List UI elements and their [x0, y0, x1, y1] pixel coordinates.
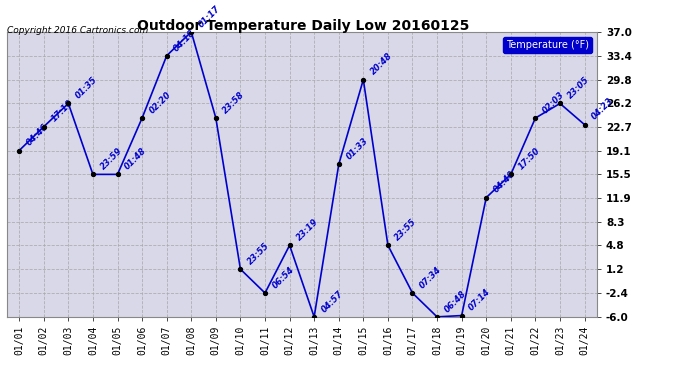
Text: 23:19: 23:19: [295, 217, 321, 243]
Point: [382, 242, 393, 248]
Text: 06:54: 06:54: [270, 265, 296, 290]
Text: 23:59: 23:59: [99, 146, 124, 172]
Point: [333, 161, 344, 167]
Point: [481, 195, 492, 201]
Text: 04:46: 04:46: [25, 122, 50, 148]
Text: 01:17: 01:17: [197, 4, 222, 29]
Text: Copyright 2016 Cartronics.com: Copyright 2016 Cartronics.com: [7, 26, 148, 35]
Text: 23:55: 23:55: [393, 217, 419, 243]
Text: 04:23: 04:23: [590, 96, 615, 122]
Text: 23:55: 23:55: [246, 241, 271, 266]
Text: 07:34: 07:34: [418, 265, 444, 290]
Text: 17:10: 17:10: [49, 99, 75, 124]
Text: 06:48: 06:48: [442, 289, 468, 314]
Point: [530, 115, 541, 121]
Text: 01:33: 01:33: [344, 136, 370, 162]
Text: 01:48: 01:48: [123, 146, 148, 172]
Point: [161, 53, 172, 59]
Point: [505, 171, 516, 177]
Text: 07:14: 07:14: [467, 287, 493, 313]
Point: [431, 314, 442, 320]
Point: [555, 100, 566, 106]
Text: 02:03: 02:03: [541, 90, 566, 115]
Point: [284, 242, 295, 248]
Point: [63, 100, 74, 106]
Text: 04:57: 04:57: [319, 289, 345, 314]
Text: 04:40: 04:40: [492, 170, 518, 195]
Point: [358, 76, 369, 82]
Point: [456, 312, 467, 318]
Point: [88, 171, 99, 177]
Text: 23:05: 23:05: [566, 75, 591, 100]
Text: 01:35: 01:35: [74, 75, 99, 100]
Text: Outdoor Temperature Daily Low 20160125: Outdoor Temperature Daily Low 20160125: [137, 19, 470, 33]
Point: [235, 266, 246, 272]
Text: 04:18: 04:18: [172, 28, 197, 53]
Point: [210, 115, 221, 121]
Legend: Temperature (°F): Temperature (°F): [503, 37, 592, 52]
Point: [112, 171, 123, 177]
Point: [137, 115, 148, 121]
Point: [308, 314, 319, 320]
Text: 23:58: 23:58: [221, 90, 247, 115]
Point: [186, 29, 197, 35]
Point: [38, 124, 49, 130]
Text: 17:50: 17:50: [516, 146, 542, 172]
Text: 20:48: 20:48: [369, 51, 394, 77]
Point: [259, 290, 270, 296]
Point: [579, 122, 590, 128]
Point: [407, 290, 418, 296]
Text: 02:20: 02:20: [148, 90, 173, 115]
Point: [14, 147, 25, 153]
